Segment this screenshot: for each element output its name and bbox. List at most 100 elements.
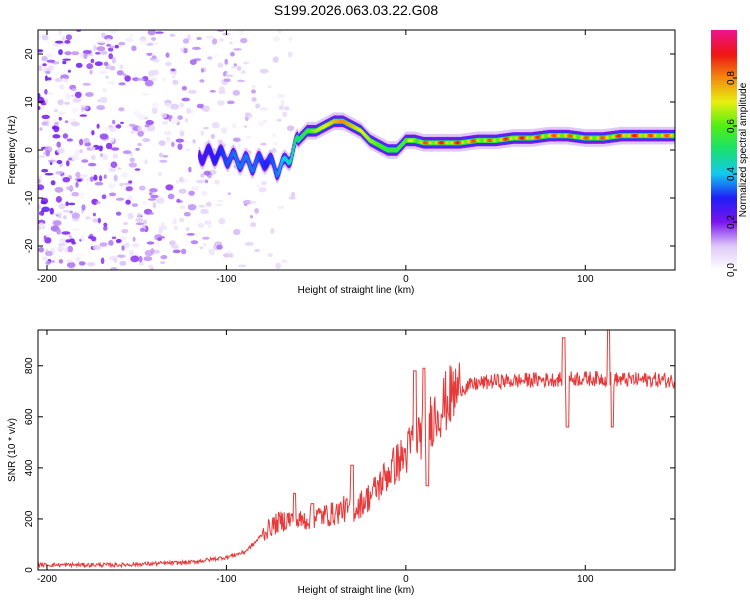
noise-blob: [105, 142, 113, 150]
noise-blob: [115, 197, 125, 201]
noise-blob: [188, 89, 197, 94]
noise-blob: [62, 133, 69, 139]
noise-blob: [218, 217, 226, 225]
noise-blob: [257, 120, 266, 127]
noise-blob: [200, 130, 205, 136]
noise-blob: [232, 90, 240, 96]
noise-blob: [109, 266, 118, 270]
noise-blob: [217, 62, 224, 68]
noise-blob: [150, 37, 157, 41]
noise-blob: [128, 180, 133, 184]
noise-blob: [196, 179, 205, 184]
noise-blob: [78, 261, 86, 266]
noise-blob: [142, 138, 151, 143]
noise-blob: [232, 137, 241, 142]
noise-blob: [152, 249, 160, 254]
ridge-cell: [235, 159, 239, 163]
noise-blob: [81, 204, 86, 211]
noise-blob: [46, 59, 56, 63]
noise-blob: [71, 88, 77, 92]
noise-blob: [83, 53, 88, 60]
noise-blob: [202, 105, 210, 112]
spectrogram-y-tick-label: 10: [24, 96, 35, 108]
noise-blob: [123, 125, 131, 129]
noise-blob: [170, 103, 180, 110]
noise-blob: [272, 56, 279, 63]
noise-blob: [148, 192, 153, 196]
noise-blob: [75, 171, 81, 178]
noise-blob: [47, 159, 57, 163]
noise-blob: [220, 127, 228, 134]
noise-blob: [108, 183, 116, 190]
noise-blob: [85, 216, 91, 220]
noise-blob: [104, 126, 111, 132]
noise-blob: [243, 203, 248, 206]
noise-blob: [72, 154, 80, 161]
ridge-cell: [273, 167, 277, 171]
noise-blob: [128, 162, 137, 168]
noise-blob: [59, 238, 67, 244]
noise-blob: [118, 107, 125, 112]
noise-blob: [105, 75, 110, 79]
noise-blob: [129, 157, 135, 163]
noise-blob: [146, 52, 153, 56]
ridge-cell: [291, 150, 295, 154]
noise-blob: [45, 250, 53, 257]
noise-blob: [54, 186, 64, 193]
noise-blob: [276, 118, 283, 122]
noise-blob: [202, 236, 210, 240]
noise-blob: [38, 155, 46, 158]
noise-blob: [93, 174, 98, 181]
snr-series-line: [38, 330, 675, 569]
noise-blob: [222, 32, 230, 36]
ridge-cell: [234, 154, 237, 158]
colorbar-tick-label: 0.0: [726, 263, 737, 277]
noise-blob: [41, 121, 48, 126]
noise-blob: [204, 220, 212, 225]
noise-blob: [130, 130, 136, 134]
colorbar-gradient: [711, 30, 737, 270]
noise-blob: [272, 141, 279, 146]
noise-blob: [151, 55, 157, 59]
noise-blob: [68, 157, 73, 161]
noise-blob: [184, 118, 188, 123]
noise-blob: [148, 212, 154, 215]
noise-blob: [61, 78, 65, 83]
noise-blob: [198, 205, 206, 208]
noise-blob: [65, 93, 71, 100]
noise-blob: [181, 97, 190, 102]
noise-blob: [139, 227, 145, 232]
ridge-cell: [252, 166, 256, 170]
noise-blob: [186, 233, 195, 236]
noise-blob: [171, 141, 175, 148]
noise-blob: [115, 211, 122, 216]
noise-blob: [112, 119, 116, 125]
noise-blob: [55, 40, 64, 44]
colorbar: 0.0 0.2 0.4 0.6 0.8 Normalized spectral ampl…: [711, 30, 749, 277]
noise-blob: [183, 48, 188, 54]
snr-y-tick-label: 600: [24, 408, 35, 425]
noise-blob: [172, 75, 176, 79]
ridge-cell: [198, 154, 201, 158]
noise-blob: [188, 166, 192, 173]
noise-blob: [66, 262, 76, 268]
noise-blob: [65, 186, 74, 191]
noise-blob: [38, 106, 41, 110]
noise-blob: [38, 33, 42, 40]
noise-blob: [38, 179, 41, 184]
noise-blob: [186, 108, 192, 114]
noise-blob: [54, 108, 58, 113]
noise-blob: [80, 174, 88, 178]
noise-blob: [230, 66, 238, 69]
spectrogram-x-tick-label: 0: [403, 274, 409, 285]
noise-blob: [244, 112, 251, 116]
snr-y-tick-label: 800: [24, 357, 35, 374]
noise-blob: [291, 191, 296, 198]
noise-blob: [199, 79, 205, 83]
noise-blob: [92, 218, 100, 223]
noise-blob: [271, 147, 277, 154]
ridge-cell: [234, 156, 238, 161]
noise-blob: [158, 152, 164, 158]
noise-blob: [184, 148, 191, 152]
noise-blob: [181, 86, 187, 91]
